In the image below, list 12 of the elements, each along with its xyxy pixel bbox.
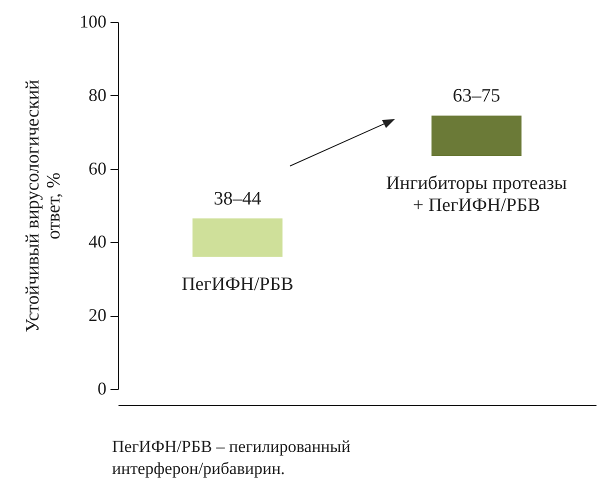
y-tick-label: 40 (88, 232, 106, 252)
y-axis-title: Устойчивый вирусологический ответ, % (22, 80, 64, 332)
x-tick-label: Ингибиторы протеазы + ПегИФН/РБВ (386, 172, 568, 216)
text: ПегИФН/РБВ – пегилированный интерферон/рибавирин. (112, 436, 352, 480)
y-tick-label: 20 (88, 305, 106, 326)
y-tick-label: 60 (88, 158, 106, 178)
x-tick-label: ПегИФН/РБВ (182, 274, 294, 295)
data-label: 38–44 (214, 188, 262, 210)
y-tick-label: 100 (80, 12, 106, 32)
data-label: 63–75 (452, 86, 500, 107)
y-tick-label: 0 (98, 378, 106, 398)
y-tick-label: 80 (88, 84, 106, 105)
